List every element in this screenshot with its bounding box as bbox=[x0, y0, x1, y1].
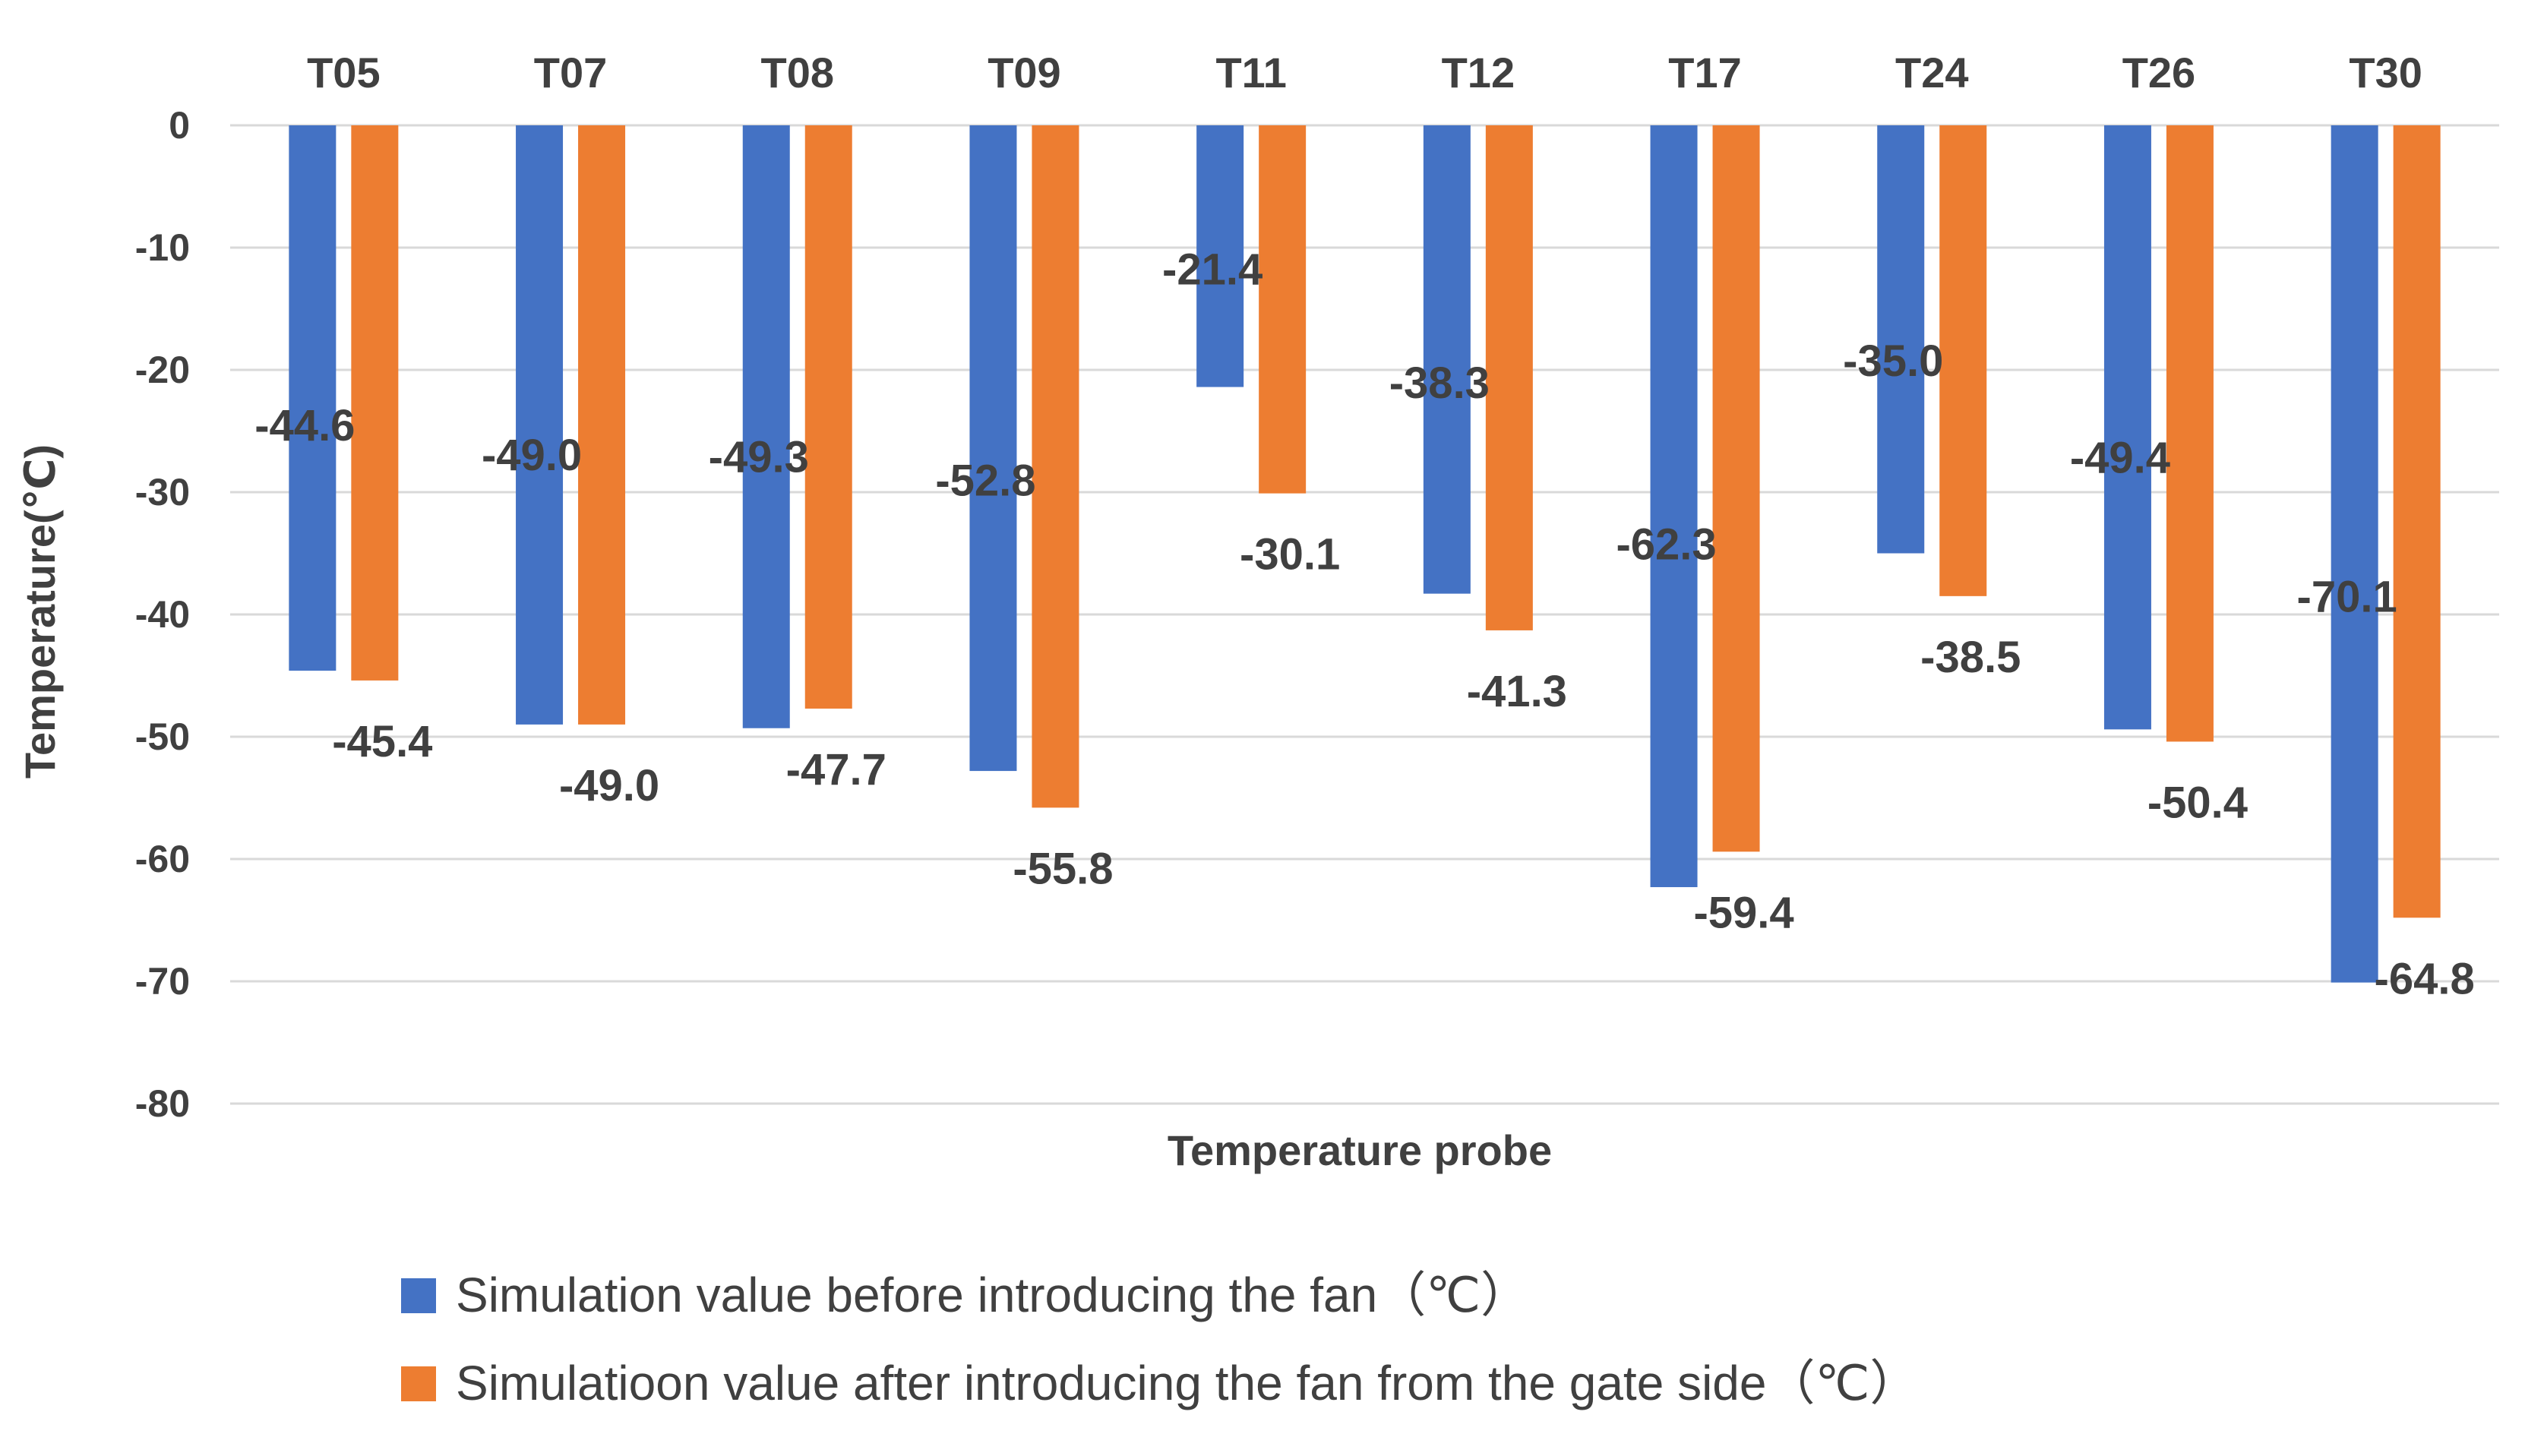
bar-after-fan bbox=[1939, 125, 1987, 596]
data-label-after-fan: -50.4 bbox=[2147, 778, 2248, 827]
data-label-before-fan: -49.3 bbox=[709, 433, 809, 482]
bar-after-fan bbox=[1712, 125, 1760, 852]
data-label-after-fan: -49.0 bbox=[559, 761, 659, 810]
y-tick-label: -70 bbox=[135, 960, 190, 1003]
data-label-before-fan: -52.8 bbox=[935, 456, 1035, 506]
bar-before-fan bbox=[969, 125, 1017, 772]
bar-before-fan bbox=[1423, 125, 1471, 594]
data-label-after-fan: -64.8 bbox=[2375, 954, 2475, 1003]
category-label: T12 bbox=[1442, 49, 1515, 96]
legend-label-after-fan: Simulatioon value after introducing the … bbox=[456, 1356, 1918, 1410]
bar-after-fan bbox=[804, 125, 852, 709]
data-label-before-fan: -62.3 bbox=[1616, 520, 1716, 570]
category-label: T08 bbox=[761, 49, 835, 96]
bar-before-fan bbox=[2331, 125, 2378, 983]
category-label: T26 bbox=[2122, 49, 2196, 96]
data-labels: -44.6 -45.4 -49.0 -49.0 -49.3 -47.7 -52.8 -55.8… bbox=[254, 245, 2475, 1003]
bar-after-fan bbox=[1032, 125, 1079, 808]
y-tick-label: -10 bbox=[135, 226, 190, 269]
category-label: T17 bbox=[1668, 49, 1742, 96]
category-label: T24 bbox=[1895, 49, 1969, 96]
y-tick-label: -80 bbox=[135, 1082, 190, 1125]
category-label: T30 bbox=[2349, 49, 2422, 96]
data-label-before-fan: -35.0 bbox=[1843, 336, 1943, 386]
data-label-before-fan: -49.0 bbox=[482, 431, 582, 480]
y-axis-tick-labels: 0 -10 -20 -30 -40 -50 -60 -70 -80 bbox=[135, 104, 190, 1125]
bar-before-fan bbox=[1650, 125, 1698, 888]
bar-after-fan bbox=[2393, 125, 2441, 918]
data-label-after-fan: -55.8 bbox=[1013, 844, 1113, 893]
y-tick-label: 0 bbox=[169, 104, 190, 147]
data-label-after-fan: -45.4 bbox=[332, 717, 432, 766]
category-label: T11 bbox=[1215, 49, 1286, 96]
category-label: T09 bbox=[988, 49, 1061, 96]
bar-after-fan bbox=[1485, 125, 1533, 630]
gridlines bbox=[230, 124, 2499, 1105]
legend: Simulation value before introducing the … bbox=[401, 1268, 1918, 1410]
y-tick-label: -20 bbox=[135, 349, 190, 391]
bar-after-fan bbox=[1259, 125, 1307, 494]
bar-before-fan bbox=[1877, 125, 1925, 554]
x-axis-title: Temperature probe bbox=[1168, 1126, 1552, 1174]
data-label-before-fan: -49.4 bbox=[2070, 433, 2170, 482]
category-label: T07 bbox=[534, 49, 608, 96]
bars bbox=[289, 125, 2441, 983]
bar-before-fan bbox=[516, 125, 564, 725]
category-label: T05 bbox=[307, 49, 381, 96]
bar-after-fan bbox=[2166, 125, 2214, 742]
bar-before-fan bbox=[289, 125, 337, 671]
legend-swatch-after-fan bbox=[401, 1366, 436, 1401]
y-tick-label: -50 bbox=[135, 715, 190, 758]
y-tick-label: -30 bbox=[135, 471, 190, 513]
y-axis-title: Temperature(℃) bbox=[16, 444, 64, 779]
data-label-after-fan: -38.5 bbox=[1920, 633, 2021, 682]
bar-before-fan bbox=[742, 125, 790, 728]
y-tick-label: -60 bbox=[135, 838, 190, 880]
data-label-before-fan: -38.3 bbox=[1389, 358, 1490, 408]
data-label-before-fan: -70.1 bbox=[2297, 573, 2397, 622]
legend-swatch-before-fan bbox=[401, 1278, 436, 1313]
data-label-after-fan: -30.1 bbox=[1240, 530, 1340, 580]
bar-before-fan bbox=[1196, 125, 1244, 387]
data-label-after-fan: -47.7 bbox=[786, 745, 886, 794]
y-tick-label: -40 bbox=[135, 593, 190, 636]
bar-before-fan bbox=[2103, 125, 2151, 730]
data-label-after-fan: -41.3 bbox=[1467, 667, 1567, 716]
data-label-before-fan: -21.4 bbox=[1162, 245, 1262, 294]
bar-after-fan bbox=[578, 125, 626, 725]
data-label-after-fan: -59.4 bbox=[1693, 888, 1793, 937]
legend-label-before-fan: Simulation value before introducing the … bbox=[456, 1268, 1529, 1322]
data-label-before-fan: -44.6 bbox=[254, 401, 355, 450]
category-labels: T05 T07 T08 T09 T11 T12 T17 T24 T26 T30 bbox=[307, 49, 2422, 96]
bar-after-fan bbox=[351, 125, 399, 681]
